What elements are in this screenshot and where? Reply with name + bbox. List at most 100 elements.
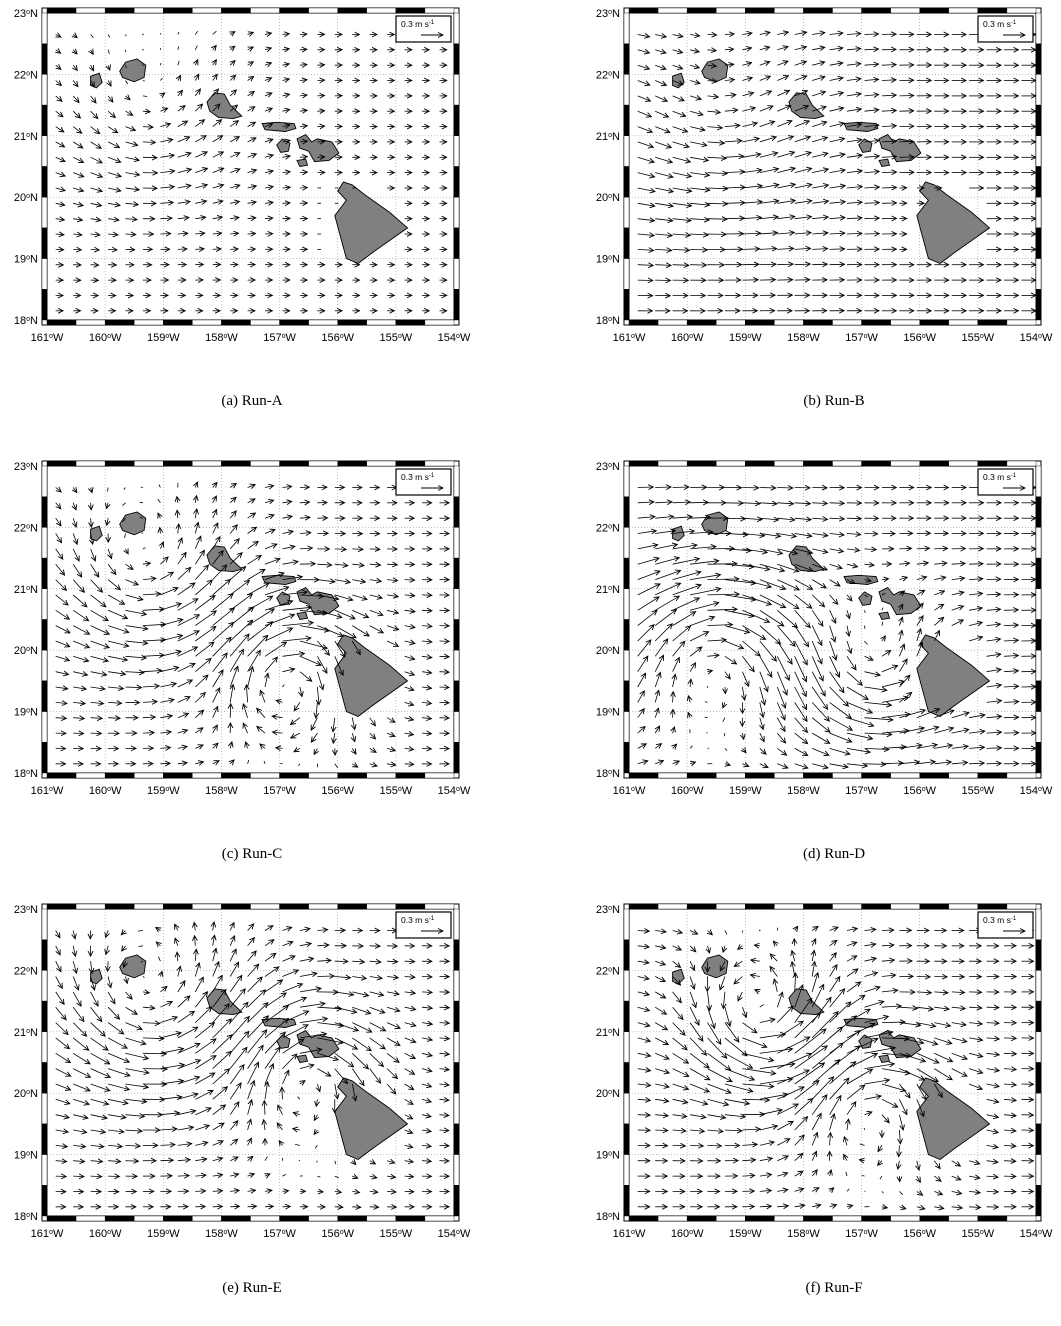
velocity-arrow xyxy=(108,1084,129,1090)
velocity-arrow xyxy=(1004,625,1018,626)
velocity-arrow xyxy=(899,1191,902,1194)
velocity-arrow xyxy=(246,685,247,703)
velocity-arrow xyxy=(230,923,234,931)
velocity-arrow xyxy=(812,92,825,96)
frame-segment xyxy=(338,1216,367,1221)
velocity-arrow xyxy=(283,501,292,502)
velocity-arrow xyxy=(333,733,335,743)
velocity-arrow xyxy=(143,563,151,564)
velocity-arrow xyxy=(73,626,89,635)
lat-tick-label: 20oN xyxy=(14,645,38,657)
frame-segment xyxy=(624,1185,629,1216)
velocity-arrow xyxy=(156,927,161,930)
velocity-arrow xyxy=(230,1083,241,1099)
velocity-arrow xyxy=(673,249,690,250)
velocity-arrow xyxy=(952,1176,961,1180)
velocity-arrow xyxy=(795,1171,803,1176)
velocity-arrow xyxy=(108,1038,127,1048)
velocity-arrow xyxy=(742,1160,755,1161)
velocity-arrow xyxy=(1004,702,1019,703)
velocity-arrow xyxy=(387,961,398,962)
velocity-arrow xyxy=(317,930,327,931)
velocity-arrow xyxy=(283,653,305,656)
velocity-arrow xyxy=(178,61,179,65)
frame-segment xyxy=(42,681,47,712)
velocity-arrow xyxy=(213,483,217,488)
velocity-arrow xyxy=(126,1007,138,1014)
velocity-arrow xyxy=(213,46,217,50)
island-kahoolawe xyxy=(879,612,890,619)
velocity-arrow xyxy=(91,1023,106,1037)
frame-segment xyxy=(920,904,949,909)
velocity-arrow xyxy=(847,34,861,35)
velocity-arrow xyxy=(969,1207,980,1208)
velocity-arrow xyxy=(708,96,719,97)
velocity-arrow xyxy=(725,1023,739,1042)
velocity-arrow xyxy=(91,1053,110,1064)
frame-segment xyxy=(716,1216,745,1221)
velocity-arrow xyxy=(265,953,276,961)
velocity-arrow xyxy=(760,641,777,661)
velocity-arrow xyxy=(265,642,286,656)
velocity-arrow xyxy=(230,539,239,549)
island-kauai xyxy=(120,512,146,535)
velocity-arrow xyxy=(142,65,143,66)
velocity-arrow xyxy=(655,1130,668,1131)
velocity-arrow xyxy=(230,936,234,946)
frame-segment xyxy=(42,466,47,497)
velocity-arrow xyxy=(139,946,143,947)
velocity-arrow xyxy=(725,172,745,173)
velocity-arrow xyxy=(160,542,163,549)
velocity-arrow xyxy=(777,733,785,743)
velocity-arrow xyxy=(108,595,124,604)
velocity-arrow xyxy=(248,1156,253,1160)
velocity-arrow xyxy=(725,1084,753,1092)
velocity-arrow xyxy=(125,534,126,538)
velocity-arrow xyxy=(952,1207,963,1208)
velocity-arrow xyxy=(934,1176,941,1181)
velocity-arrow xyxy=(300,1003,325,1007)
velocity-arrow xyxy=(422,656,432,657)
velocity-arrow xyxy=(230,121,238,127)
velocity-arrow xyxy=(73,127,82,134)
velocity-arrow xyxy=(56,1161,67,1162)
velocity-arrow xyxy=(283,172,291,173)
velocity-arrow xyxy=(387,1023,400,1029)
velocity-arrow xyxy=(300,929,310,931)
velocity-arrow xyxy=(882,95,896,96)
velocity-arrow xyxy=(934,604,943,610)
velocity-arrow xyxy=(300,517,310,518)
velocity-arrow xyxy=(812,534,828,536)
velocity-arrow xyxy=(56,35,61,38)
lat-tick-label: 21oN xyxy=(596,131,620,143)
velocity-arrow xyxy=(108,1023,124,1034)
velocity-arrow xyxy=(830,610,836,623)
velocity-arrow xyxy=(725,672,730,679)
velocity-arrow xyxy=(370,1023,386,1031)
velocity-arrow xyxy=(865,218,880,219)
frame-segment xyxy=(454,650,459,681)
velocity-arrow xyxy=(690,127,705,131)
frame-segment xyxy=(280,8,309,13)
velocity-arrow xyxy=(422,610,432,611)
velocity-arrow xyxy=(655,1023,667,1030)
frame-segment xyxy=(105,461,134,466)
lat-tick-label: 22oN xyxy=(14,69,38,81)
velocity-arrow xyxy=(195,963,199,977)
velocity-arrow xyxy=(108,35,110,38)
frame-segment xyxy=(454,1185,459,1216)
frame-segment xyxy=(891,1216,920,1221)
velocity-arrow xyxy=(126,1023,143,1030)
velocity-arrow xyxy=(56,219,65,220)
velocity-arrow xyxy=(880,1176,882,1179)
frame-segment xyxy=(338,773,367,778)
velocity-arrow xyxy=(230,153,240,158)
velocity-arrow xyxy=(969,1007,982,1008)
velocity-arrow xyxy=(882,1115,889,1123)
velocity-arrow xyxy=(844,1137,847,1146)
frame-segment xyxy=(1036,1032,1041,1063)
velocity-arrow xyxy=(317,626,343,637)
velocity-arrow xyxy=(195,217,205,219)
velocity-arrow xyxy=(300,487,309,488)
